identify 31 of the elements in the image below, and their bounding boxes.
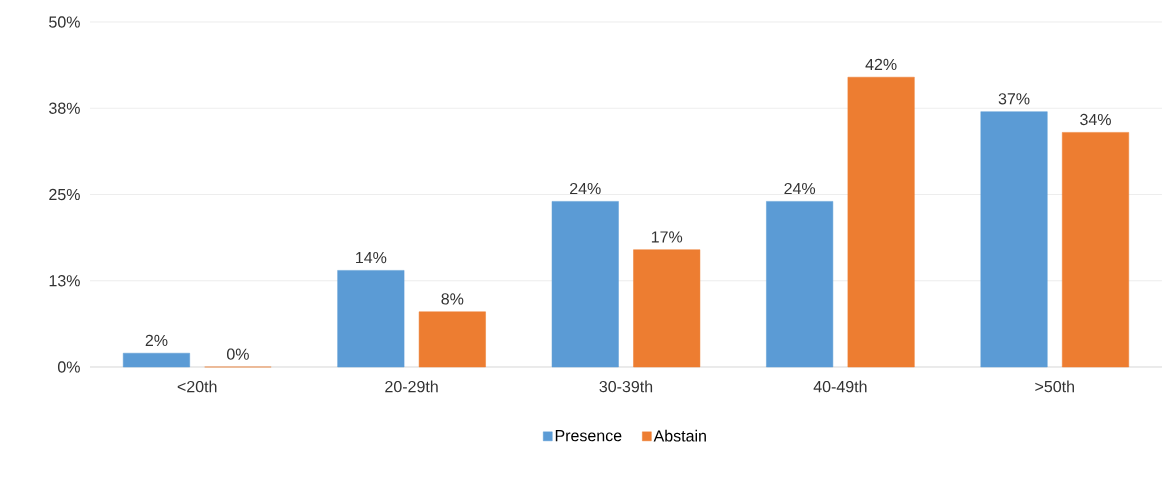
x-tick-label: 20-29th [385, 380, 438, 393]
data-label: 17% [651, 231, 683, 243]
bar [1062, 132, 1129, 368]
y-tick-label: 0% [57, 361, 80, 373]
bar [337, 270, 405, 368]
data-label: 24% [570, 182, 601, 195]
x-tick-label: 30-39th [599, 380, 653, 393]
data-label: 37% [998, 93, 1030, 105]
bar [551, 201, 619, 368]
data-label: 14% [356, 252, 387, 264]
data-label: 8% [441, 293, 464, 305]
legend-label: Abstain [653, 429, 706, 442]
y-tick-label: 25% [49, 188, 80, 201]
bar [766, 201, 834, 368]
bar [847, 76, 915, 368]
x-tick-label: <20th [177, 380, 217, 393]
bar [418, 311, 486, 368]
data-label: 2% [145, 334, 168, 346]
bar [122, 352, 190, 368]
data-label: 34% [1080, 113, 1111, 126]
legend-label: Presence [555, 430, 622, 442]
y-tick-label: 13% [49, 275, 80, 287]
data-label: 42% [865, 58, 897, 70]
y-tick-label: 50% [49, 16, 80, 28]
data-label: 0% [226, 348, 249, 360]
bar [633, 249, 701, 368]
x-tick-label: >50th [1035, 380, 1074, 393]
x-tick-label: 40-49th [813, 380, 867, 393]
y-tick-label: 38% [49, 102, 80, 114]
data-label: 24% [784, 182, 816, 195]
bar [980, 111, 1048, 368]
